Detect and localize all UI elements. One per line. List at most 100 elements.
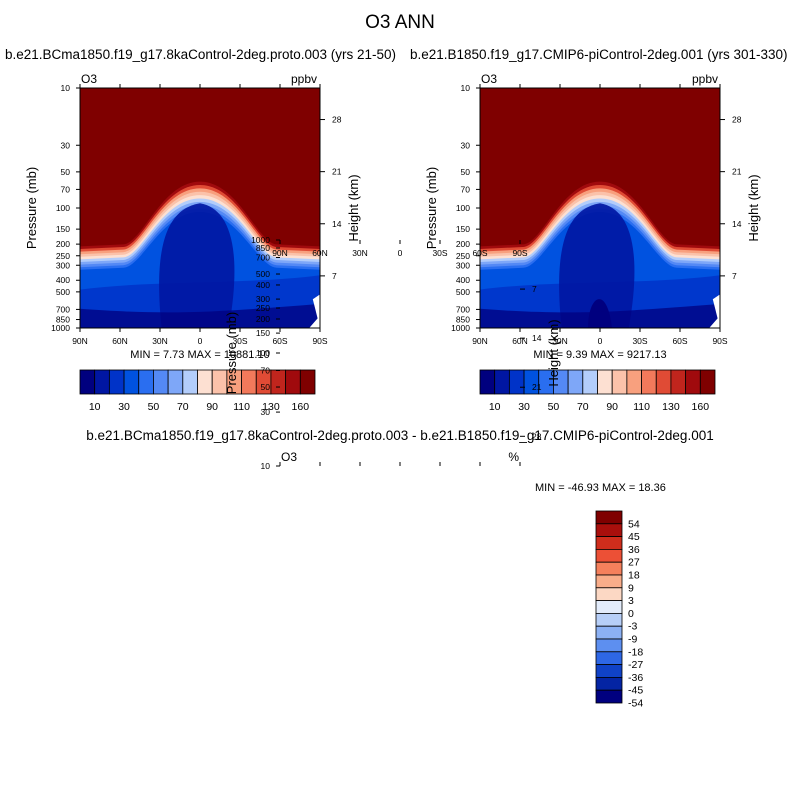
diff-colorbar-box: [595, 625, 623, 640]
diff-colorbar-label: 45: [628, 531, 640, 543]
right-ytick-label: 250: [456, 251, 470, 261]
right-ytick-label: 70: [461, 184, 471, 194]
diff-colorbar-box: [595, 549, 623, 563]
left-colorbar-label: 30: [118, 401, 130, 413]
right-ytick-label: 200: [456, 239, 470, 249]
left-ytick-label: 850: [56, 315, 70, 325]
right-height-tick-label: 7: [732, 271, 737, 281]
right-colorbar-label: 70: [577, 401, 589, 413]
right-colorbar-label: 130: [662, 401, 680, 413]
left-colorbar-label: 10: [89, 401, 101, 413]
diff-colorbar-box: [595, 510, 623, 525]
diff-contour-band: [383, 404, 417, 438]
left-ylabel-right: Height (km): [346, 174, 361, 241]
left-colorbar-box: [270, 369, 287, 395]
diff-colorbar-box: [595, 523, 623, 537]
diff-colorbar-label: -45: [628, 685, 643, 697]
right-ytick-label: 500: [456, 287, 470, 297]
left-ytick-label: 300: [56, 260, 70, 270]
diff-ylabel: Pressure (mb): [224, 312, 239, 394]
right-contour-band: [559, 203, 635, 328]
right-xtick-label: 60N: [512, 336, 528, 346]
right-colorbar-box: [567, 369, 584, 395]
right-xtick-label: 90N: [472, 336, 488, 346]
diff-variable-label: O3: [281, 450, 298, 464]
diff-contour-band: [417, 310, 431, 324]
diff-colorbar-box: [595, 638, 623, 653]
right-panel-title: b.e21.B1850.f19_g17.CMIP6-piControl-2deg…: [410, 47, 788, 62]
diff-contour-band: [390, 456, 414, 466]
right-colorbar: 10 30 50 70 90 110 130 160: [479, 369, 716, 413]
diff-colorbar-box: [595, 536, 623, 550]
diff-ytick-label: 400: [256, 280, 270, 290]
diff-xtick-label: 90N: [272, 248, 288, 258]
right-minmax: MIN = 9.39 MAX = 9217.13: [533, 349, 667, 361]
right-colorbar-box: [508, 369, 525, 395]
diff-ytick-label: 100: [256, 348, 270, 358]
diff-ytick-label: 30: [261, 407, 271, 417]
diff-colorbar-box: [595, 664, 623, 678]
diff-ytick-label: 300: [256, 294, 270, 304]
right-ytick-label: 50: [461, 167, 471, 177]
left-topography-mask: [309, 294, 320, 328]
right-colorbar-box: [670, 369, 687, 395]
right-ytick-label: 10: [461, 83, 471, 93]
right-frame: [479, 87, 721, 329]
figure-title: O3 ANN: [365, 12, 435, 33]
right-colorbar-label: 160: [692, 401, 710, 413]
left-ytick-label: 150: [56, 224, 70, 234]
diff-colorbar-box: [595, 587, 623, 601]
diff-colorbar-label: -18: [628, 646, 643, 658]
diff-panel-title: b.e21.BCma1850.f19_g17.8kaControl-2deg.p…: [86, 428, 714, 443]
right-colorbar-box: [685, 369, 701, 395]
diff-xtick-label: 60N: [312, 248, 328, 258]
diff-ytick-label: 10: [261, 461, 271, 471]
diff-xtick-label: 0: [398, 248, 403, 258]
diff-colorbar-label: 27: [628, 557, 640, 569]
left-colorbar-label: 90: [206, 401, 218, 413]
left-colorbar-label: 50: [148, 401, 160, 413]
right-colorbar-label: 90: [606, 401, 618, 413]
left-colorbar: 10 30 50 70 90 110 130 160: [79, 369, 316, 413]
left-ytick-label: 250: [56, 251, 70, 261]
left-ytick-label: 500: [56, 287, 70, 297]
left-colorbar-label: 70: [177, 401, 189, 413]
left-xtick-label: 60N: [112, 336, 128, 346]
right-xtick-label: 30S: [632, 336, 647, 346]
left-xtick-label: 90S: [312, 336, 327, 346]
left-colorbar-box: [285, 369, 301, 395]
left-colorbar-label: 110: [233, 401, 250, 413]
left-colorbar-box: [197, 369, 213, 395]
left-height-tick-label: 21: [332, 167, 342, 177]
left-xtick-label: 60S: [272, 336, 287, 346]
left-colorbar-box: [153, 369, 169, 395]
diff-colorbar-label: -27: [628, 659, 643, 671]
left-ytick-label: 30: [61, 140, 71, 150]
left-units-label: ppbv: [290, 72, 317, 86]
left-variable-label: O3: [81, 72, 98, 86]
diff-colorbar-label: -36: [628, 672, 643, 684]
diff-colorbar-box: [595, 677, 623, 691]
right-xtick-label: 90S: [712, 336, 727, 346]
diff-colorbar-label: 18: [628, 570, 640, 582]
left-ytick-label: 70: [61, 184, 71, 194]
left-colorbar-label: 160: [292, 401, 310, 413]
right-ytick-label: 30: [461, 140, 471, 150]
right-colorbar-box: [611, 369, 628, 395]
left-axes: 90N 60N 30N 0 30S 60S 90S103050701001502002503…: [24, 83, 361, 346]
right-ytick-label: 1000: [451, 323, 470, 333]
left-ytick-label: 700: [56, 304, 70, 314]
diff-colorbar-label: -3: [628, 621, 637, 633]
left-ytick-label: 1000: [51, 323, 70, 333]
diff-height-tick-label: 21: [532, 382, 542, 392]
left-colorbar-box: [241, 369, 257, 395]
right-colorbar-label: 50: [548, 401, 560, 413]
right-colorbar-box: [699, 369, 716, 395]
left-colorbar-box: [94, 369, 110, 395]
right-units-label: ppbv: [691, 72, 718, 86]
right-colorbar-box: [597, 369, 613, 395]
right-ytick-label: 400: [456, 275, 470, 285]
left-xtick-label: 30S: [232, 336, 247, 346]
diff-colorbar-label: 9: [628, 582, 634, 594]
diff-colorbar-box: [595, 689, 623, 704]
